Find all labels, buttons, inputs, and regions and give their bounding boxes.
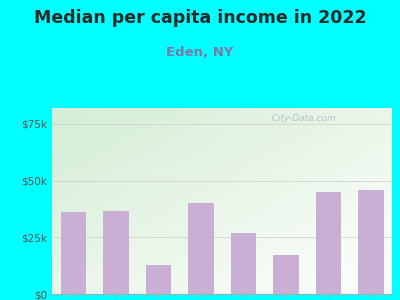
Bar <box>60 212 86 294</box>
Bar <box>273 255 298 294</box>
Bar <box>358 190 384 294</box>
Bar <box>188 203 214 294</box>
Bar <box>230 233 256 294</box>
Text: Eden, NY: Eden, NY <box>166 46 234 59</box>
Bar <box>316 192 341 294</box>
Bar <box>103 211 128 294</box>
Text: Median per capita income in 2022: Median per capita income in 2022 <box>34 9 366 27</box>
Bar <box>146 265 171 294</box>
Text: City-Data.com: City-Data.com <box>266 114 336 123</box>
